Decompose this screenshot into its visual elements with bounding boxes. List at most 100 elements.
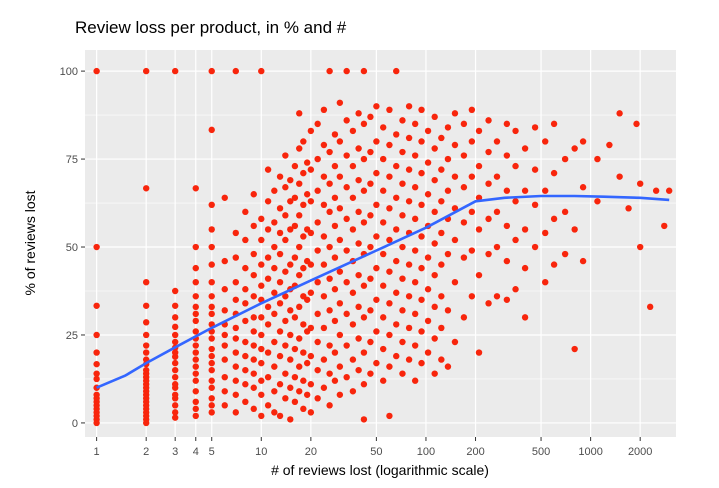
data-point — [221, 194, 228, 201]
data-point — [192, 377, 199, 384]
data-point — [250, 405, 257, 413]
data-point — [208, 310, 215, 318]
data-point — [271, 409, 278, 416]
data-point — [550, 261, 558, 268]
data-point — [399, 212, 406, 219]
data-point — [192, 412, 199, 420]
data-point — [314, 395, 321, 402]
data-point — [360, 67, 368, 75]
data-point — [250, 356, 257, 363]
data-point — [232, 279, 239, 286]
data-point — [399, 338, 406, 346]
data-point — [242, 398, 249, 406]
data-point — [360, 381, 368, 388]
data-point — [386, 141, 393, 149]
data-point — [493, 293, 501, 300]
data-point — [512, 162, 519, 170]
data-point — [296, 180, 303, 187]
data-point — [349, 127, 357, 135]
data-point — [142, 331, 150, 339]
data-point — [521, 187, 529, 194]
data-point — [386, 268, 393, 275]
data-point — [411, 342, 419, 349]
data-point — [303, 191, 311, 198]
data-point — [93, 67, 100, 75]
y-tick-label: 50 — [66, 242, 78, 254]
data-point — [208, 293, 215, 300]
data-point — [665, 187, 673, 194]
data-point — [258, 236, 265, 244]
data-point — [393, 194, 400, 201]
data-point — [264, 226, 272, 233]
data-point — [652, 187, 660, 194]
data-point — [287, 176, 294, 184]
data-point — [208, 345, 215, 353]
data-point — [276, 300, 284, 307]
data-point — [276, 229, 284, 237]
data-point — [393, 289, 400, 296]
data-point — [258, 282, 265, 289]
data-point — [276, 381, 284, 388]
data-point — [221, 257, 228, 265]
data-point — [475, 226, 483, 233]
data-point — [393, 352, 400, 360]
data-point — [349, 194, 357, 201]
data-point — [264, 166, 272, 173]
data-point — [326, 208, 333, 216]
data-point — [379, 282, 387, 289]
data-point — [264, 373, 272, 381]
data-point — [282, 317, 289, 325]
data-point — [221, 388, 228, 395]
data-point — [250, 342, 257, 349]
data-point — [296, 388, 303, 395]
x-tick-label: 500 — [532, 446, 550, 458]
data-point — [250, 314, 257, 321]
data-point — [271, 289, 278, 296]
data-point — [405, 261, 413, 268]
data-point — [386, 173, 393, 180]
data-point — [282, 268, 289, 275]
data-point — [287, 307, 294, 314]
data-point — [326, 370, 333, 377]
data-point — [171, 381, 179, 388]
data-point — [258, 215, 265, 223]
data-point — [142, 319, 150, 326]
data-point — [418, 296, 425, 303]
data-point — [326, 275, 333, 282]
data-point — [360, 349, 368, 356]
data-point — [307, 229, 315, 237]
data-point — [307, 261, 315, 268]
data-point — [418, 359, 425, 367]
data-point — [336, 331, 344, 339]
data-point — [485, 215, 492, 223]
data-point — [93, 331, 100, 339]
data-point — [521, 264, 529, 272]
data-point — [399, 148, 406, 156]
data-point — [399, 243, 406, 251]
data-point — [485, 250, 492, 258]
x-tick-label: 3 — [172, 446, 178, 458]
data-point — [296, 335, 303, 342]
data-point — [171, 331, 179, 339]
data-point — [431, 240, 438, 247]
plot-panel — [85, 50, 676, 437]
data-point — [360, 314, 368, 321]
data-point — [512, 198, 519, 205]
data-point — [287, 331, 294, 339]
data-point — [307, 198, 315, 205]
data-point — [399, 180, 406, 187]
chart-title: Review loss per product, in % and # — [75, 18, 347, 37]
y-tick-label: 100 — [60, 66, 78, 78]
data-point — [418, 169, 425, 177]
data-point — [418, 328, 425, 335]
data-point — [336, 363, 344, 370]
data-point — [282, 152, 289, 159]
data-point — [171, 402, 179, 409]
data-point — [296, 243, 303, 251]
data-point — [431, 176, 438, 184]
data-point — [405, 166, 413, 173]
data-point — [444, 155, 452, 163]
data-point — [242, 352, 249, 360]
data-point — [475, 271, 483, 279]
data-point — [531, 243, 539, 251]
